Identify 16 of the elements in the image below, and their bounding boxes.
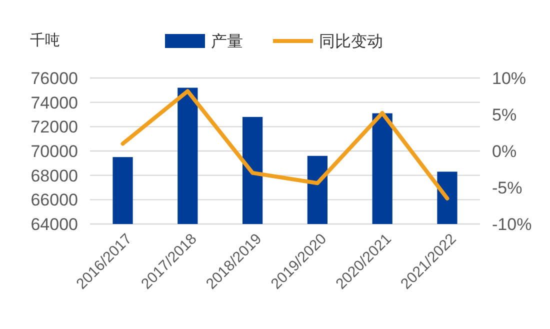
y-tick-label: 70000 — [30, 142, 78, 161]
y-axis-title: 千吨 — [30, 32, 60, 49]
y-tick-label: 74000 — [30, 93, 78, 112]
y-tick-label: 66000 — [30, 190, 78, 210]
legend-label: 产量 — [211, 32, 243, 51]
legend-label: 同比变动 — [319, 32, 383, 51]
y-tick-label: 68000 — [30, 166, 78, 186]
y2-tick-label: 10% — [492, 68, 526, 88]
y-tick-label: 64000 — [30, 214, 78, 234]
y-tick-label: 76000 — [30, 68, 78, 88]
y-tick-label: 72000 — [30, 118, 78, 137]
y2-tick-label: 0% — [492, 142, 517, 161]
line-series — [120, 89, 450, 200]
y2-tick-label: -5% — [492, 178, 522, 198]
y2-tick-label: -10% — [492, 214, 532, 234]
y2-tick-label: 5% — [492, 105, 517, 124]
